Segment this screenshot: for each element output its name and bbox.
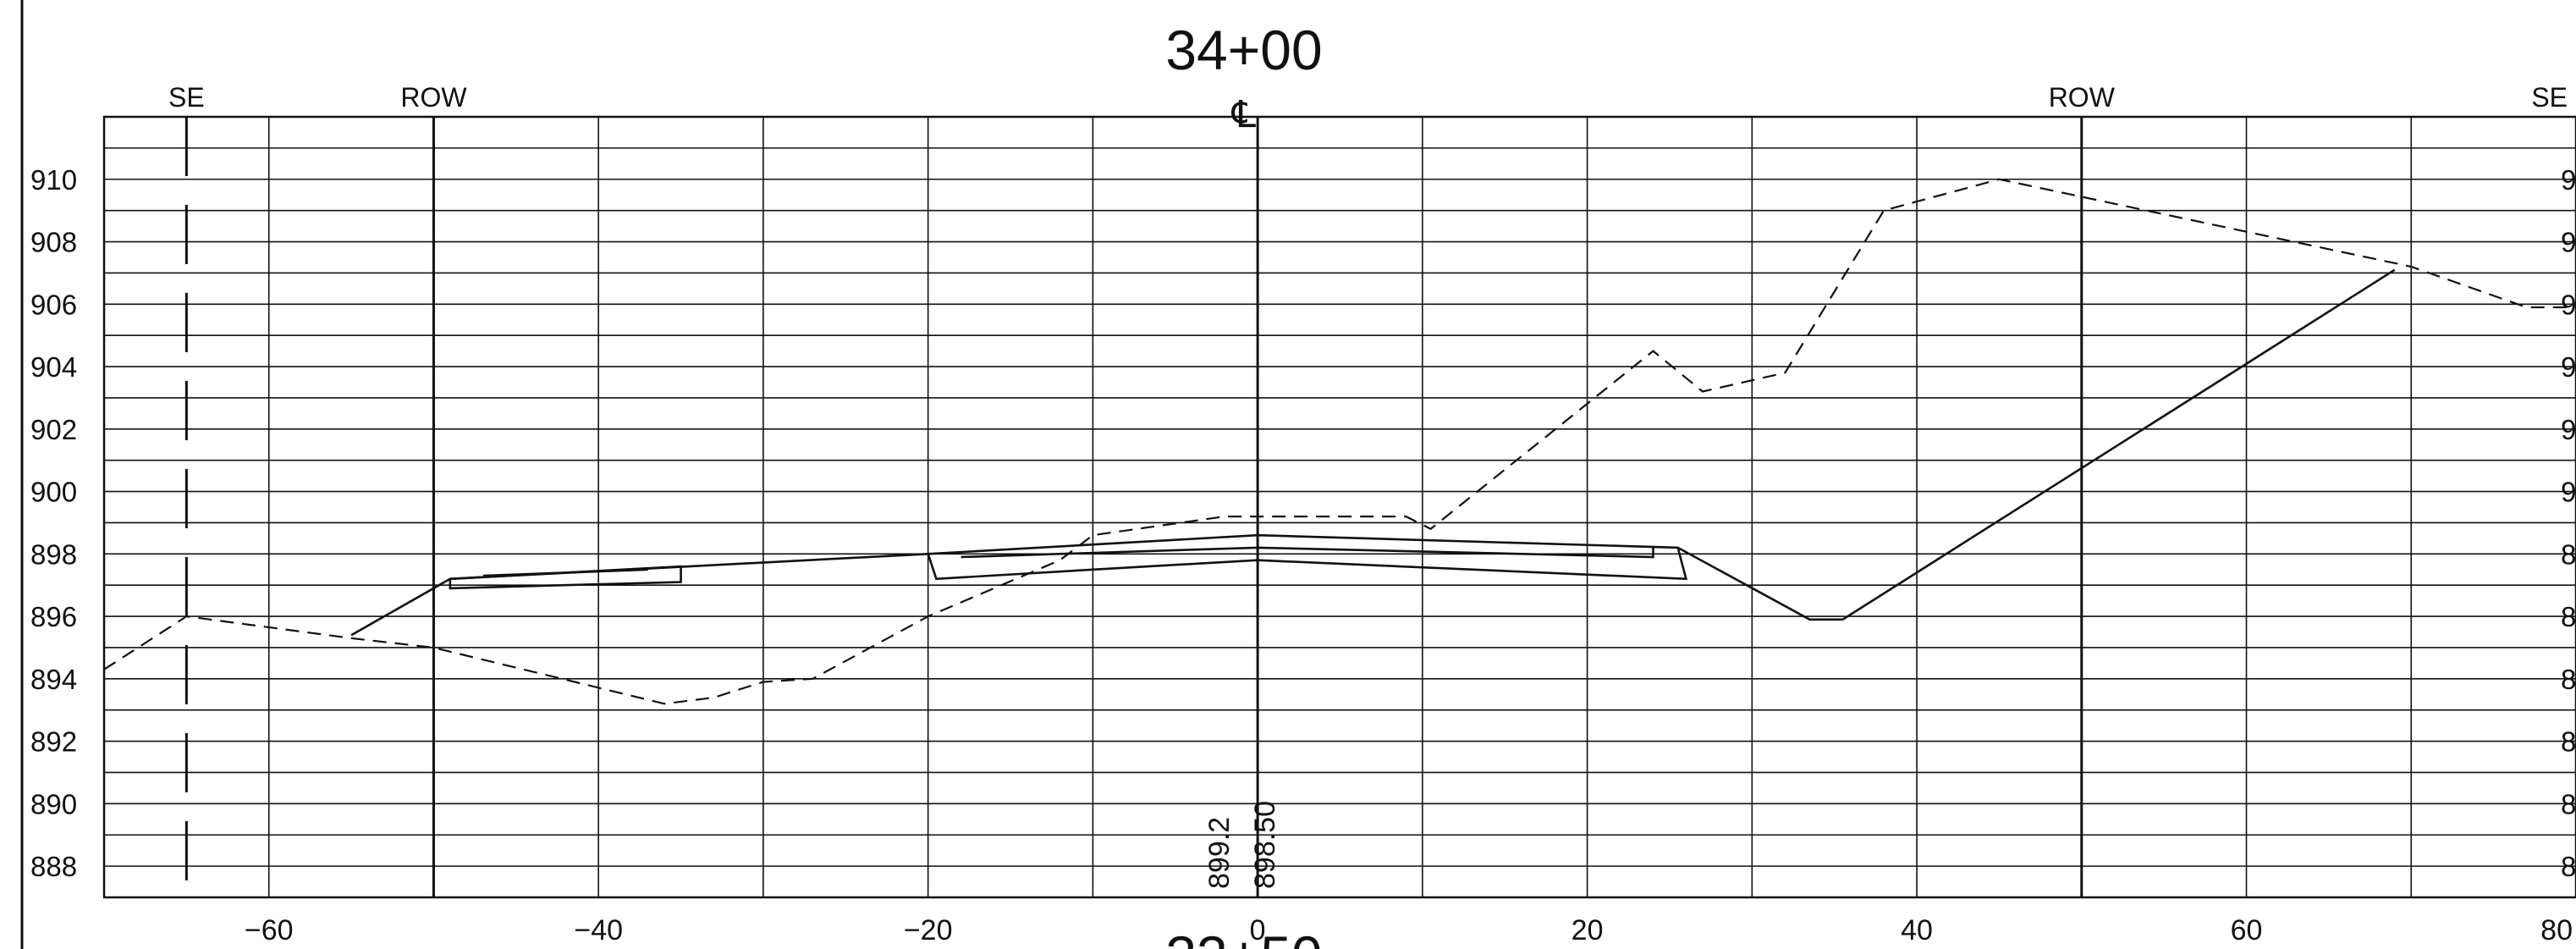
right-axis-label: 9 <box>2561 477 2576 508</box>
ground-elevation-label: 899.2 <box>1203 817 1236 889</box>
marker-label: SE <box>168 82 205 113</box>
grade-elevation-label: 898.50 <box>1249 801 1281 889</box>
marker-label: ROW <box>2049 82 2116 113</box>
y-tick-label: 906 <box>30 289 77 320</box>
y-tick-label: 898 <box>30 538 77 570</box>
y-tick-label: 890 <box>30 788 77 819</box>
vertical-markers: SE ROW ROW SE <box>168 82 2568 897</box>
marker-label: SE <box>2531 82 2568 113</box>
right-axis-label: 8 <box>2561 851 2576 882</box>
right-axis-label: 9 <box>2561 414 2576 445</box>
y-tick-label: 894 <box>30 664 77 695</box>
right-axis-label: 8 <box>2561 664 2576 695</box>
centerline-symbol: ℄ <box>1231 94 1257 135</box>
x-tick-label: −60 <box>245 914 294 946</box>
x-tick-label: 20 <box>1571 914 1604 946</box>
marker-label: ROW <box>400 82 467 113</box>
grid <box>102 115 2576 899</box>
right-axis-label: 9 <box>2561 289 2576 320</box>
right-axis-label: 8 <box>2561 601 2576 632</box>
right-axis-label: 8 <box>2561 538 2576 570</box>
x-tick-label: 40 <box>1901 914 1933 946</box>
right-axis-label: 8 <box>2561 788 2576 819</box>
y-tick-label: 902 <box>30 414 77 445</box>
right-axis-label: 9 <box>2561 227 2576 258</box>
x-tick-label: 60 <box>2231 914 2263 946</box>
next-station-label: 33+50 <box>1165 924 1322 949</box>
y-tick-label: 908 <box>30 227 77 258</box>
profile-lines <box>103 178 2576 705</box>
y-tick-label: 896 <box>30 601 77 632</box>
x-tick-label: 80 <box>2540 914 2573 946</box>
design-section-line <box>960 546 1654 559</box>
design-section-line <box>482 568 648 577</box>
y-tick-label: 900 <box>30 477 77 508</box>
existing-ground-line <box>103 178 2576 705</box>
y-tick-label: 904 <box>30 351 77 383</box>
y-tick-label: 910 <box>30 164 77 196</box>
design-section-line <box>927 547 1688 581</box>
right-axis-label: 9 <box>2561 164 2576 196</box>
x-tick-label: −40 <box>574 914 623 946</box>
right-axis-label: 9 <box>2561 351 2576 383</box>
station-title: 34+00 <box>1165 19 1322 81</box>
y-tick-label: 888 <box>30 851 77 882</box>
x-tick-label: 0 <box>1250 914 1266 946</box>
y-tick-label: 892 <box>30 726 77 758</box>
x-tick-label: −20 <box>904 914 953 946</box>
right-axis-label: 8 <box>2561 726 2576 758</box>
